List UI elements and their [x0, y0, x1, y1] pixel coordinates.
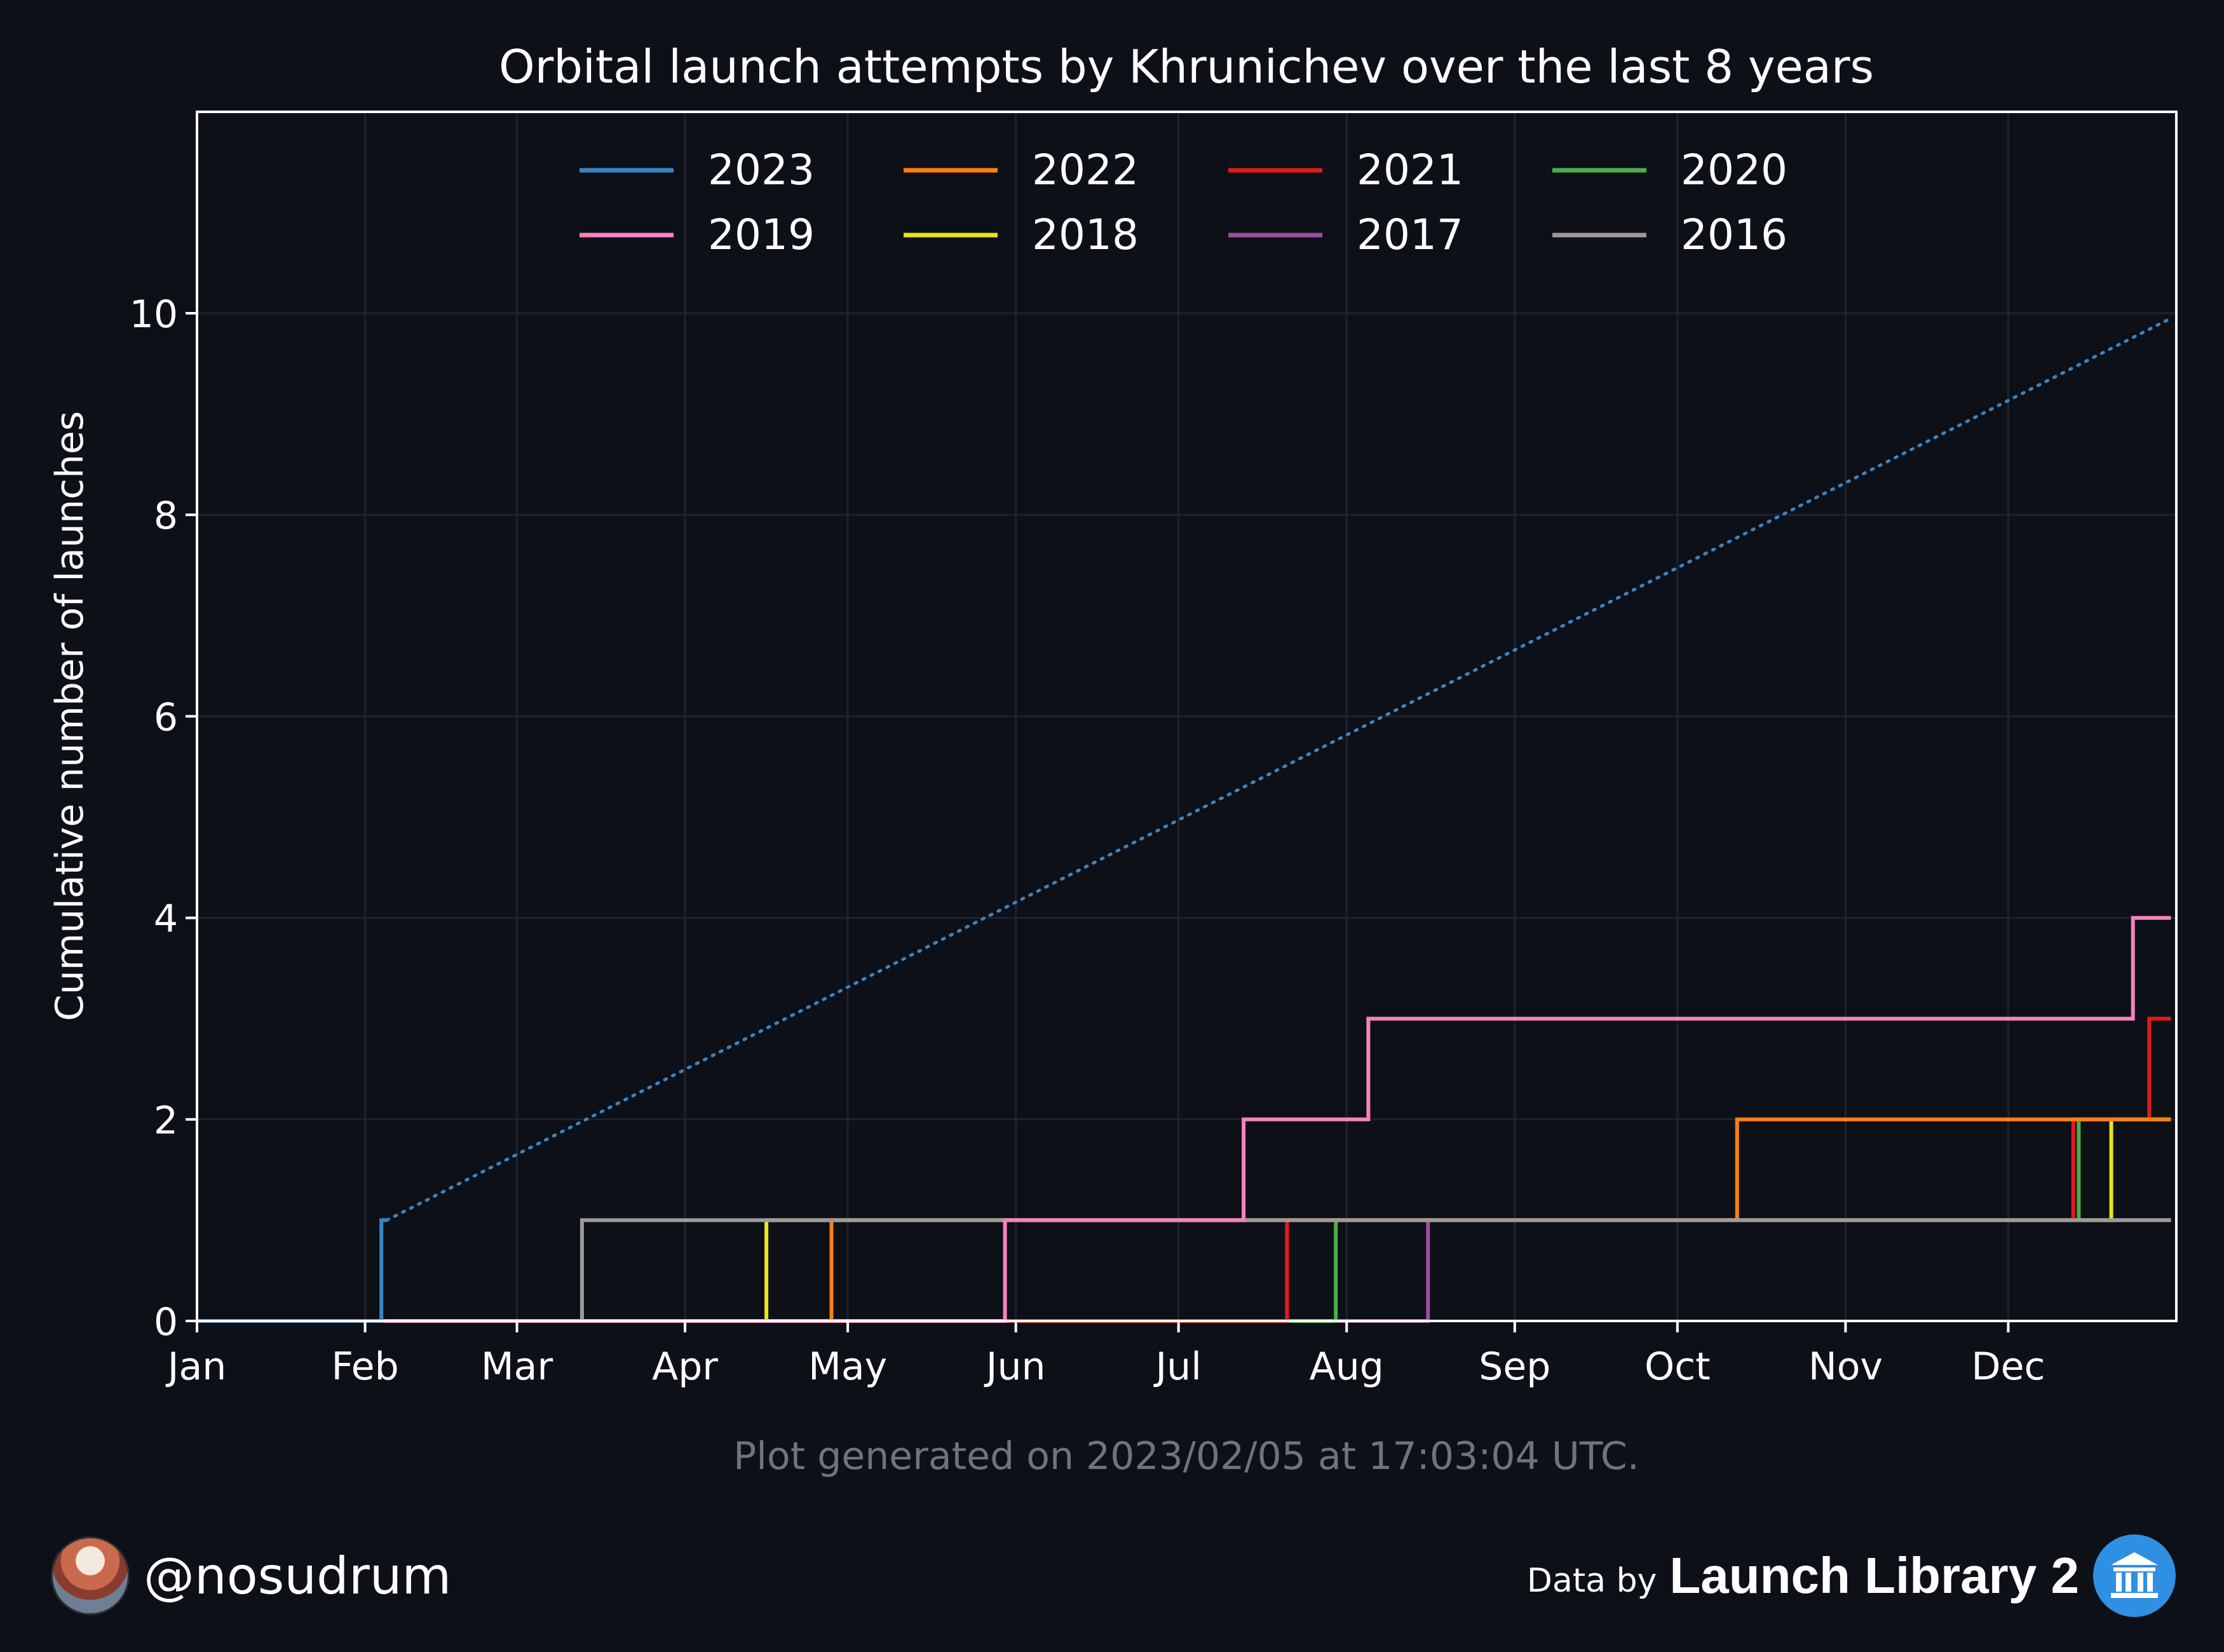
legend-label-2021: 2021 [1357, 146, 1463, 194]
series-line-2016 [197, 1218, 2171, 1323]
x-tick-label: Sep [1479, 1344, 1550, 1389]
x-tick-label: Oct [1644, 1344, 1711, 1389]
source-name: Launch Library 2 [1669, 1547, 2079, 1604]
legend-label-2016: 2016 [1681, 210, 1787, 259]
projection-line [385, 316, 2173, 1222]
y-axis-label: Cumulative number of launches [48, 411, 92, 1021]
x-tick-label: Jul [1153, 1344, 1201, 1389]
author-block: @nosudrum [51, 1536, 451, 1615]
y-tick-label: 6 [154, 695, 178, 740]
data-by-label: Data by [1526, 1562, 1657, 1600]
x-tick-label: Jun [984, 1344, 1046, 1389]
x-axis: Jan Feb Mar Apr May Jun Jul Aug Sep Oct Nov Dec [165, 1321, 2045, 1389]
series-line-2019 [197, 916, 2171, 1323]
y-tick-label: 2 [154, 1099, 178, 1143]
x-tick-label: Dec [1971, 1344, 2045, 1389]
legend-label-2017: 2017 [1357, 210, 1463, 259]
x-tick-label: Jan [165, 1344, 227, 1389]
library-icon [2093, 1534, 2176, 1617]
series-line-2017 [197, 1218, 2171, 1323]
legend-label-2022: 2022 [1032, 146, 1139, 194]
x-tick-label: Aug [1310, 1344, 1384, 1389]
legend-label-2020: 2020 [1681, 146, 1787, 194]
legend-label-2019: 2019 [708, 210, 815, 259]
generated-note: Plot generated on 2023/02/05 at 17:03:04… [733, 1434, 1639, 1479]
y-tick-label: 10 [130, 292, 178, 337]
grid [196, 112, 2176, 1322]
y-tick-label: 0 [154, 1300, 178, 1344]
series-line-2021 [197, 1017, 2171, 1323]
series-layer [197, 316, 2173, 1323]
x-tick-label: Nov [1808, 1344, 1883, 1389]
author-handle: @nosudrum [144, 1546, 452, 1606]
x-tick-label: May [808, 1344, 887, 1389]
legend-label-2018: 2018 [1032, 210, 1139, 259]
chart-title: Orbital launch attempts by Khrunichev ov… [499, 40, 1874, 93]
x-tick-label: Apr [652, 1344, 718, 1389]
legend: 2023 2022 2021 2020 2019 2018 2017 2016 [580, 146, 1787, 259]
y-tick-label: 4 [154, 897, 178, 942]
y-tick-label: 8 [154, 494, 178, 538]
series-line-2023 [197, 1218, 387, 1323]
x-tick-label: Feb [331, 1344, 398, 1389]
source-block: Data by Launch Library 2 [1527, 1533, 2176, 1619]
x-tick-label: Mar [481, 1344, 553, 1389]
avatar [51, 1536, 130, 1615]
legend-label-2023: 2023 [708, 146, 815, 194]
y-axis: 0 2 4 6 8 10 [130, 292, 197, 1344]
